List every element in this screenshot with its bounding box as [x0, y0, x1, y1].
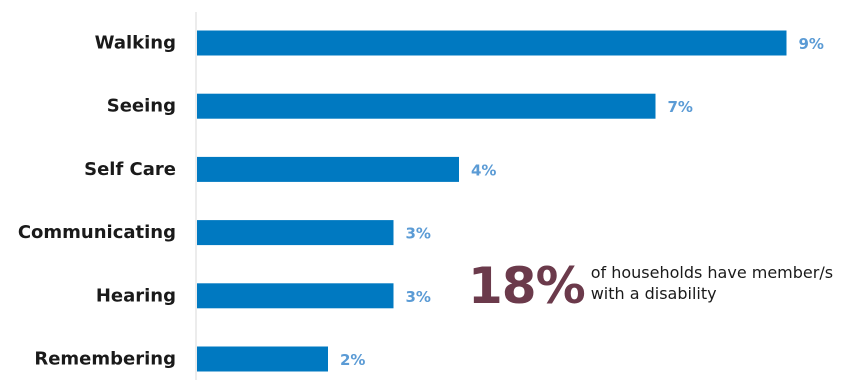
- value-label-communicating: 3%: [406, 225, 431, 243]
- category-label-hearing: Hearing: [96, 285, 176, 306]
- category-label-walking: Walking: [95, 33, 176, 54]
- bar-seeing: [197, 93, 656, 119]
- category-label-seeing: Seeing: [107, 96, 176, 117]
- callout-value: 18%: [468, 257, 586, 315]
- value-label-self-care: 4%: [471, 161, 496, 179]
- bar-remembering: [197, 346, 328, 372]
- bar-self-care: [197, 156, 459, 182]
- value-label-walking: 9%: [799, 35, 824, 53]
- bars-group: Walking 9% Seeing 7% Self Care 4% Communicatin…: [18, 30, 824, 372]
- callout-text: of households have member/s with a disab…: [591, 262, 844, 304]
- value-label-hearing: 3%: [406, 288, 431, 306]
- bar-hearing: [197, 283, 394, 309]
- value-label-remembering: 2%: [340, 351, 365, 369]
- bar-communicating: [197, 220, 394, 246]
- category-label-self-care: Self Care: [84, 159, 176, 180]
- bar-walking: [197, 30, 787, 56]
- category-label-remembering: Remembering: [34, 349, 176, 370]
- callout-text-line1: of households have member/s: [590, 263, 834, 282]
- category-label-communicating: Communicating: [18, 222, 176, 243]
- callout-text-line2: with a disability: [590, 284, 717, 303]
- household-disability-callout: 18% of households have member/s with a d…: [468, 258, 844, 314]
- value-label-seeing: 7%: [668, 98, 693, 116]
